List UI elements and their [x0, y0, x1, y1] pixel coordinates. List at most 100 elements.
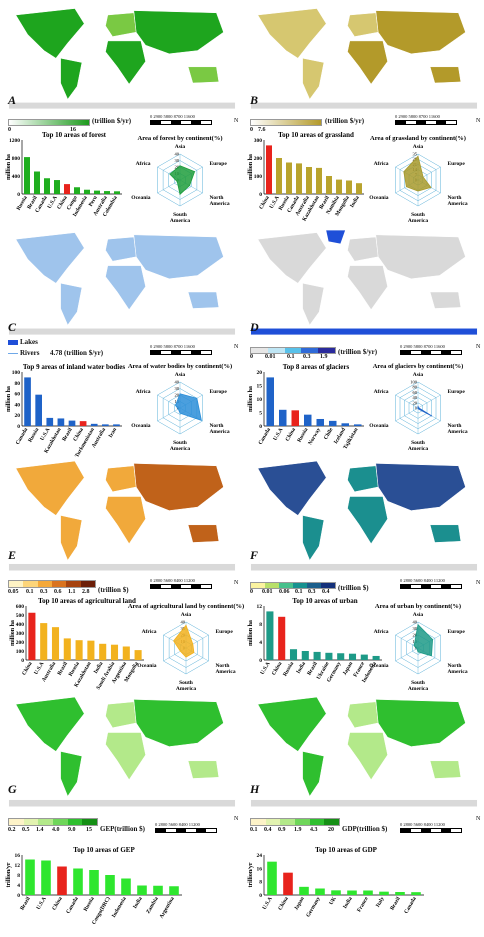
legend-tick-g-5: 15	[86, 827, 92, 833]
radar-axis-label: America	[447, 669, 467, 675]
x-category-label: India	[93, 661, 105, 675]
continent-north-america	[15, 232, 85, 284]
legend-tick-e-0: 0.05	[8, 589, 19, 595]
bar-chart-title: Top 10 areas of forest	[42, 131, 107, 139]
y-axis-label: million ha	[6, 386, 12, 412]
legend-tick-f-5: 0.4	[322, 589, 330, 595]
radar-axis-label: South	[173, 212, 187, 218]
continent-australia	[187, 291, 220, 309]
y-tick-label: 800	[12, 156, 21, 162]
continent-africa	[347, 732, 388, 781]
x-category-label: Norway	[307, 427, 322, 446]
radar-spoke	[395, 394, 419, 409]
bar-chart-title: Top 8 areas of glaciers	[283, 363, 350, 371]
legend-tick-e-5: 2.8	[82, 589, 90, 595]
radar-chart-title: Area of glaciers by continent(%)	[373, 363, 464, 370]
x-category-label: Iran	[108, 427, 118, 439]
y-tick-label: 100	[16, 649, 25, 655]
bar-peru	[94, 190, 100, 194]
y-tick-label: 16	[15, 853, 21, 859]
continent-australia	[187, 760, 220, 779]
continent-africa	[105, 40, 146, 85]
bar-argentina	[169, 886, 179, 895]
bar-argentina	[122, 646, 130, 660]
legend-unit-e: (trillion $)	[98, 586, 129, 594]
radar-spoke	[395, 647, 419, 662]
radar-axis-label: Africa	[136, 389, 151, 395]
bar-chart-1: Top 10 areas of grassland million ha 0 100 2…	[248, 131, 364, 222]
radar-axis-label: South	[411, 440, 425, 446]
y-tick-label: 300	[16, 631, 25, 637]
legend-tick-g-2: 1.4	[36, 827, 44, 833]
bar-zambia	[153, 885, 163, 895]
radar-axis-label: Africa	[374, 161, 389, 167]
bar-iceland	[341, 423, 349, 426]
x-category-label: U.S.A	[36, 896, 48, 911]
radar-axis-label: North	[447, 663, 461, 669]
continent-asia	[133, 463, 224, 511]
legend-classes-e	[8, 580, 96, 588]
world-map-c: N	[8, 232, 239, 350]
north-arrow-icon: N	[476, 580, 481, 586]
continent-south-america	[302, 751, 325, 797]
bar-brazil	[34, 171, 40, 194]
panel-letter-h: H	[250, 782, 260, 796]
y-tick-label: 40	[15, 402, 21, 408]
radar-chart-title: Area of water bodies by continent(%)	[128, 363, 232, 370]
scale-bar-a	[150, 120, 212, 125]
y-tick-label: 0	[21, 658, 24, 664]
radar-chart-2: Area of water bodies by continent(%)0102…	[128, 363, 232, 452]
bar-chart-0: Top 10 areas of forest million ha 0 400 800 1…	[6, 131, 122, 218]
scale-numbers-d: 0 2900 5800 8700 11600	[400, 344, 445, 349]
bar-u-s-a	[54, 180, 60, 194]
radar-axis-label: Africa	[142, 629, 157, 635]
legend-classes-f	[250, 582, 336, 589]
bar-u-s-a	[46, 417, 54, 426]
scale-bar-g	[155, 828, 217, 833]
radar-tick-label: 40	[413, 620, 418, 625]
y-tick-label: 600	[16, 604, 25, 610]
legend-classes-h	[250, 818, 340, 826]
y-tick-label: 500	[16, 613, 25, 619]
bar-chart-3: Top 8 areas of glaciers million ha 0 5 10 15 2…	[248, 363, 364, 450]
legend-tick-d-1: 0.01	[265, 354, 276, 360]
bar-canada	[73, 868, 83, 895]
bar-chart-7: Top 10 areas of GDP trillion/yr 0 8 16 24 U.S.…	[248, 846, 424, 918]
continent-asia	[375, 699, 466, 747]
bar-brazil	[326, 176, 332, 194]
y-tick-label: 60	[15, 392, 21, 398]
x-category-label: Germany	[305, 896, 321, 919]
y-tick-label: 12	[15, 863, 21, 869]
legend-tick-f-2: 0.06	[279, 589, 290, 595]
north-arrow-icon: N	[234, 580, 239, 586]
continent-australia	[429, 760, 462, 779]
legend-tick-h-5: 20	[328, 827, 334, 833]
radar-tick-label: 0	[415, 406, 418, 411]
continent-antarctica	[8, 563, 236, 572]
legend-tick-e-2: 0.3	[40, 589, 48, 595]
continent-south-america	[302, 57, 325, 100]
radar-axis-label: South	[179, 680, 193, 686]
radar-axis-label: Oceania	[131, 195, 150, 201]
legend-gradient-a	[8, 119, 90, 126]
radar-chart-title: Area of agricultural land by continent(%…	[128, 603, 244, 610]
bar-chile	[329, 420, 337, 426]
bar-chart-4: Top 10 areas of agricultural land million…	[10, 597, 144, 691]
legend-tick-d-4: 1.9	[320, 354, 328, 360]
y-tick-label: 20	[257, 370, 263, 376]
radar-tick-label: 80	[413, 385, 418, 390]
scale-bar-e	[150, 584, 212, 589]
continent-north-america	[257, 460, 327, 516]
continent-africa	[105, 732, 146, 781]
bar-canada	[266, 377, 274, 426]
continent-south-america	[60, 515, 83, 561]
radar-axis-label: America	[408, 446, 428, 452]
radar-tick-label: 30	[413, 626, 418, 631]
x-category-label: Canada	[65, 896, 79, 915]
bar-russia	[289, 649, 298, 660]
radar-spoke	[395, 407, 419, 422]
radar-tick-label: 40	[175, 380, 180, 385]
radar-series-polygon	[173, 624, 195, 658]
bar-turkmenistan	[90, 423, 98, 426]
panel-letter-f: F	[250, 548, 259, 562]
